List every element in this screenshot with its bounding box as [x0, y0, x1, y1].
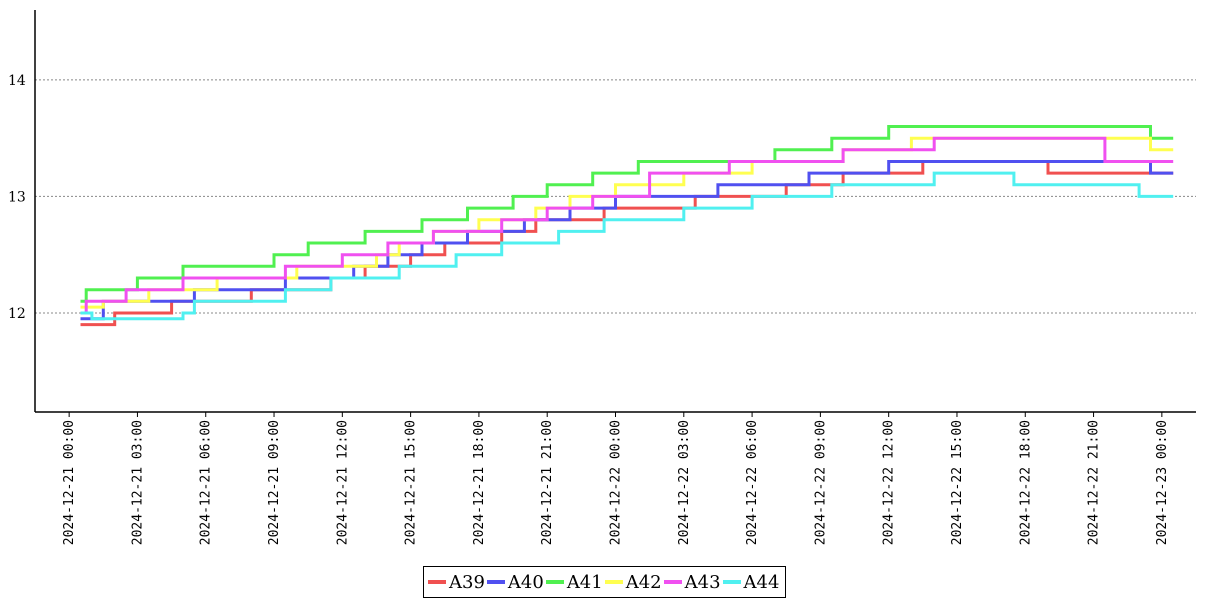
legend-swatch — [722, 580, 741, 584]
series-layer — [80, 125, 1174, 327]
legend-item-a40: A40 — [486, 571, 544, 593]
x-tick-label: 2024-12-21 09:00 — [267, 420, 282, 545]
x-tick-label: 2024-12-22 09:00 — [813, 420, 828, 545]
legend-item-a42: A42 — [604, 571, 662, 593]
series-line-a44 — [80, 171, 1174, 321]
legend-label: A41 — [566, 571, 603, 593]
y-tick-labels: 12 13 14 — [8, 73, 26, 322]
series-line-a41 — [80, 125, 1174, 303]
x-tick-labels: 2024-12-21 00:00 2024-12-21 03:00 2024-12-… — [62, 412, 1170, 545]
legend-item-a43: A43 — [663, 571, 721, 593]
x-tick-label: 2024-12-22 18:00 — [1018, 420, 1033, 545]
legend-item-a44: A44 — [722, 571, 780, 593]
x-tick-label: 2024-12-22 21:00 — [1087, 420, 1102, 545]
y-tick-label: 14 — [8, 73, 26, 89]
legend-label: A43 — [684, 571, 721, 593]
legend-swatch — [486, 580, 505, 584]
x-tick-label: 2024-12-21 15:00 — [404, 420, 419, 545]
x-tick-label: 2024-12-22 06:00 — [745, 420, 760, 545]
series-line-a39 — [80, 160, 1174, 327]
legend-swatch — [428, 580, 446, 584]
axes — [34, 10, 1196, 413]
y-tick-label: 12 — [8, 306, 26, 322]
series-line-a42 — [80, 136, 1174, 309]
x-tick-label: 2024-12-22 00:00 — [609, 420, 624, 545]
legend-swatch — [663, 580, 682, 584]
y-tick-label: 13 — [8, 189, 26, 205]
x-tick-label: 2024-12-22 12:00 — [882, 420, 897, 545]
x-tick-label: 2024-12-23 00:00 — [1155, 420, 1170, 545]
x-tick-label: 2024-12-21 21:00 — [540, 420, 555, 545]
x-tick-label: 2024-12-21 03:00 — [130, 420, 145, 545]
x-tick-label: 2024-12-21 06:00 — [199, 420, 214, 545]
x-tick-label: 2024-12-21 12:00 — [335, 420, 350, 545]
series-line-a43 — [80, 136, 1174, 315]
legend-item-a39: A39 — [428, 572, 485, 593]
legend-item-a41: A41 — [545, 571, 603, 593]
legend-label: A42 — [625, 571, 662, 593]
legend: A39 A40 A41 A42 A43 A44 — [423, 566, 787, 598]
legend-swatch — [604, 580, 623, 584]
legend-label: A39 — [449, 571, 485, 593]
x-tick-label: 2024-12-22 15:00 — [950, 420, 965, 545]
x-tick-label: 2024-12-21 18:00 — [472, 420, 487, 545]
x-tick-label: 2024-12-21 00:00 — [62, 420, 77, 545]
x-tick-label: 2024-12-22 03:00 — [677, 420, 692, 545]
legend-label: A40 — [507, 571, 544, 593]
legend-swatch — [545, 580, 564, 584]
legend-label: A44 — [743, 571, 780, 593]
